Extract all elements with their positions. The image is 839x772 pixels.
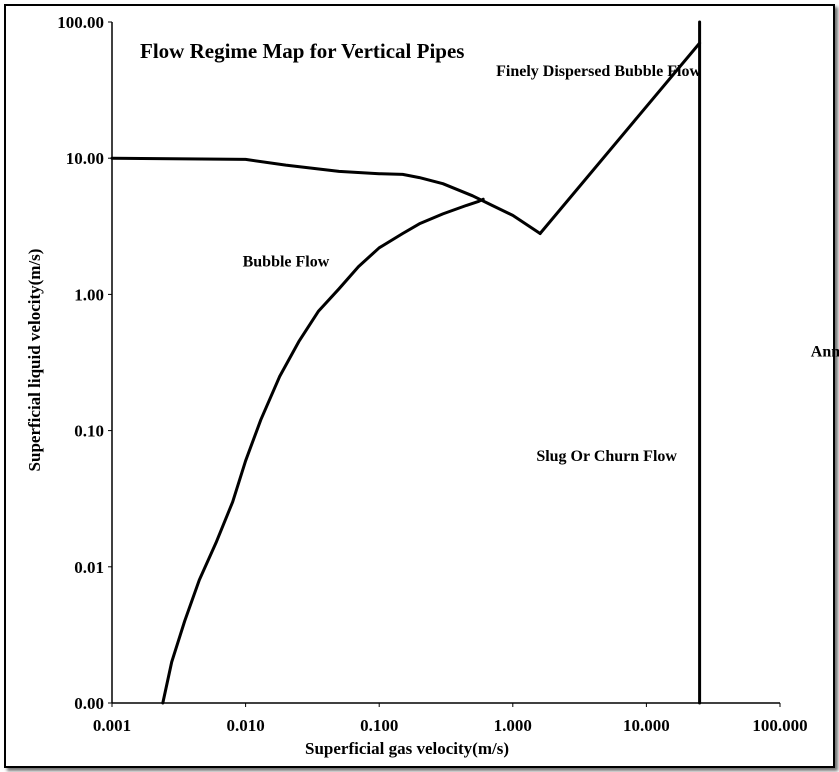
x-tick-label: 10.000 <box>623 716 670 735</box>
y-axis-title: Superficial liquid velocity(m/s) <box>25 249 44 472</box>
x-tick-label: 0.100 <box>360 716 398 735</box>
y-tick-label: 1.00 <box>74 285 104 304</box>
chart-frame <box>4 4 835 768</box>
chart-title: Flow Regime Map for Vertical Pipes <box>140 39 464 63</box>
x-axis-title: Superficial gas velocity(m/s) <box>305 739 509 758</box>
y-tick-label: 100.00 <box>57 13 104 32</box>
region-label: Annular <box>811 343 839 360</box>
x-tick-label: 0.010 <box>226 716 264 735</box>
boundary-curves <box>110 20 702 705</box>
x-tick-label: 0.001 <box>93 716 131 735</box>
boundary-line-2 <box>161 197 485 705</box>
axes: 0.00 0.01 0.10 1.00 10.00 100.00 0.001 0.010 0.1… <box>57 13 807 735</box>
boundary-line-1 <box>110 156 542 235</box>
x-tick-label: 100.000 <box>752 716 807 735</box>
y-tick-label: 0.00 <box>74 694 104 713</box>
x-tick-label: 1.000 <box>494 716 532 735</box>
y-tick-label: 0.01 <box>74 558 104 577</box>
region-labels: Finely Dispersed Bubble Flow Bubble Flow S… <box>243 63 839 465</box>
region-label: Bubble Flow <box>243 254 330 271</box>
region-label: Finely Dispersed Bubble Flow <box>496 63 701 80</box>
y-tick-label: 10.00 <box>66 149 104 168</box>
y-tick-label: 0.10 <box>74 422 104 441</box>
region-label: Slug Or Churn Flow <box>536 448 677 465</box>
boundary-line-3 <box>538 41 702 235</box>
